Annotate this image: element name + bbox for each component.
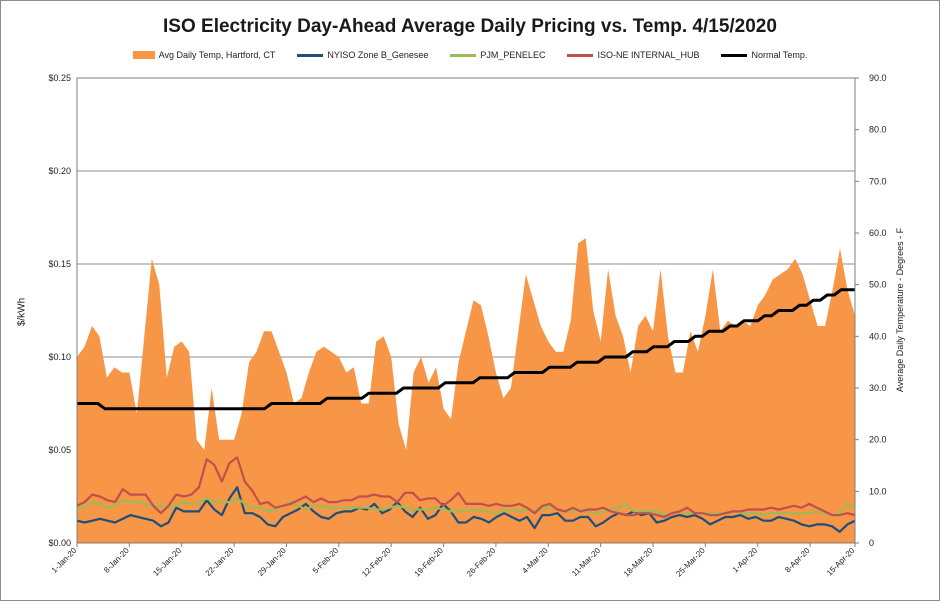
legend-item-isone: ISO-NE INTERNAL_HUB	[567, 50, 699, 60]
series-line-1	[76, 486, 856, 533]
legend-swatch-temp	[132, 51, 155, 59]
legend-item-temp: Avg Daily Temp, Hartford, CT	[132, 50, 276, 60]
y2-tick-label: 20.0	[869, 435, 887, 445]
legend-label-normal: Normal Temp.	[751, 50, 808, 60]
y-tick-label: $0.10	[48, 352, 71, 362]
series-line-4	[77, 288, 855, 411]
x-tick-label: 8-Jan-20	[102, 546, 131, 575]
x-tick-label: 25-Mar-20	[674, 546, 707, 579]
legend-label-nyiso: NYISO Zone B_Genesee	[327, 50, 429, 60]
legend-item-nyiso: NYISO Zone B_Genesee	[297, 50, 428, 60]
x-tick-label: 18-Mar-20	[622, 546, 655, 579]
x-tick-label: 15-Jan-20	[151, 546, 183, 578]
legend-swatch-pjm	[450, 53, 477, 57]
x-tick-label: 19-Feb-20	[413, 546, 446, 579]
x-tick-label: 11-Mar-20	[570, 546, 602, 578]
series-line-3	[76, 456, 856, 519]
legend-swatch-isone	[567, 53, 594, 57]
x-tick-label: 29-Jan-20	[256, 546, 288, 578]
x-tick-label: 22-Jan-20	[204, 546, 236, 578]
y2-tick-label: 60.0	[869, 228, 887, 238]
legend-label-temp: Avg Daily Temp, Hartford, CT	[158, 50, 276, 60]
y2-tick-label: 80.0	[869, 125, 887, 135]
y2-tick-label: 30.0	[869, 383, 887, 393]
y2-tick-label: 40.0	[869, 331, 887, 341]
series-area-0	[77, 238, 855, 543]
y2-tick-label: 50.0	[869, 280, 887, 290]
x-tick-label: 4-Mar-20	[520, 546, 550, 576]
x-tick-label: 26-Feb-20	[465, 546, 498, 579]
y-tick-label: $0.00	[48, 538, 71, 548]
y-tick-label: $0.20	[48, 166, 71, 176]
x-tick-label: 1-Jan-20	[50, 546, 79, 575]
y2-tick-label: 70.0	[869, 176, 887, 186]
y2-tick-label: 0	[869, 538, 874, 548]
chart-title: ISO Electricity Day-Ahead Average Daily …	[163, 16, 777, 37]
y2-tick-label: 10.0	[869, 486, 887, 496]
legend-swatch-nyiso	[297, 53, 324, 57]
y-tick-label: $0.15	[48, 259, 71, 269]
chart-legend: Avg Daily Temp, Hartford, CT NYISO Zone …	[0, 50, 940, 60]
legend-swatch-normal	[721, 53, 748, 57]
x-tick-label: 15-Apr-20	[825, 546, 857, 578]
x-tick-label: 12-Feb-20	[360, 546, 393, 579]
legend-label-pjm: PJM_PENELEC	[480, 50, 546, 60]
legend-label-isone: ISO-NE INTERNAL_HUB	[597, 50, 700, 60]
x-tick-label: 1-Apr-20	[731, 546, 760, 575]
x-tick-label: 8-Apr-20	[783, 546, 812, 575]
y-tick-label: $0.05	[48, 445, 71, 455]
legend-item-pjm: PJM_PENELEC	[450, 50, 545, 60]
legend-item-normal: Normal Temp.	[721, 50, 807, 60]
y-tick-label: $0.25	[48, 73, 71, 83]
y2-tick-label: 90.0	[869, 73, 887, 83]
x-tick-label: 5-Feb-20	[311, 546, 341, 576]
